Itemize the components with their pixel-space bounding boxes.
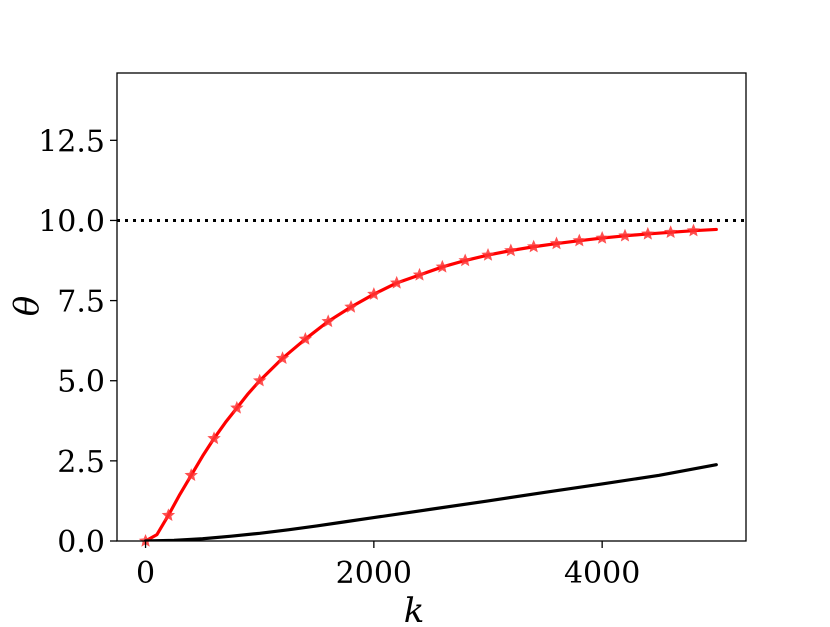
star-marker <box>686 223 701 237</box>
star-marker <box>663 225 678 239</box>
star-marker <box>389 275 404 289</box>
y-tick-label: 7.5 <box>57 285 105 320</box>
star-marker <box>298 332 313 345</box>
x-axis-label: k <box>404 591 425 627</box>
star-marker <box>321 314 335 328</box>
plot-layer <box>117 218 746 547</box>
x-tick-label: 4000 <box>564 556 640 591</box>
x-tick-label: 0 <box>136 556 155 591</box>
y-tick-label: 10.0 <box>38 204 105 239</box>
y-axis-label: θ <box>7 296 47 316</box>
star-marker <box>435 259 450 273</box>
y-tick-label: 0.0 <box>57 525 105 560</box>
star-marker <box>595 231 609 244</box>
plot-frame <box>116 72 747 542</box>
star-marker <box>618 228 632 242</box>
x-tick-label: 2000 <box>336 556 412 591</box>
star-marker <box>572 233 587 247</box>
star-marker <box>252 373 267 387</box>
star-marker <box>275 351 290 364</box>
star-marker <box>549 236 564 250</box>
star-marker <box>367 287 381 300</box>
y-tick-label: 5.0 <box>57 365 105 400</box>
star-marker <box>344 299 358 313</box>
y-tick-label: 12.5 <box>38 124 105 159</box>
star-marker <box>161 508 176 522</box>
star-marker <box>481 248 495 261</box>
star-marker <box>184 468 198 481</box>
star-marker <box>641 226 655 240</box>
star-marker <box>526 239 541 253</box>
star-marker <box>458 253 472 267</box>
star-marker <box>504 243 518 257</box>
star-marker <box>207 431 221 445</box>
ticks-layer: 0 2000 4000 0.0 2.5 5.0 7.5 10.0 12.5 <box>38 124 640 591</box>
star-marker <box>230 400 244 414</box>
series-line-2 <box>143 463 718 541</box>
star-marker <box>412 267 427 281</box>
y-tick-label: 2.5 <box>57 445 105 480</box>
